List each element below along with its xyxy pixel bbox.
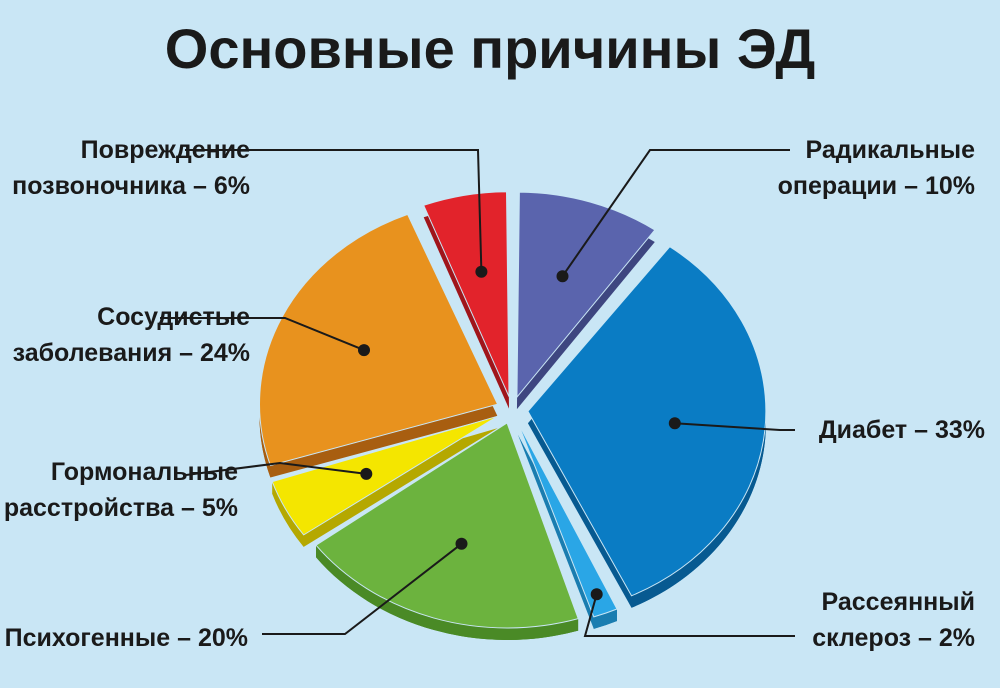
slice-label-line2: расстройства – 5% bbox=[4, 494, 238, 522]
slice-label-line2: заболевания – 24% bbox=[13, 339, 250, 367]
leader-line bbox=[185, 149, 483, 272]
pie-slice bbox=[527, 246, 767, 597]
slice-label-line1: Психогенные – 20% bbox=[5, 624, 248, 652]
leader-line bbox=[160, 317, 365, 352]
slice-label-line1: Диабет – 33% bbox=[819, 416, 985, 444]
leader-line bbox=[674, 422, 795, 431]
leader-line bbox=[185, 461, 367, 476]
slice-label-line1: Гормональные bbox=[51, 458, 238, 486]
slice-label-line1: Рассеянный bbox=[822, 588, 975, 616]
slice-label-line2: позвоночника – 6% bbox=[12, 172, 250, 200]
leader-line bbox=[583, 593, 795, 637]
pie-slice bbox=[517, 422, 618, 618]
slice-label-line2: склероз – 2% bbox=[812, 624, 975, 652]
pie-slice bbox=[315, 422, 579, 629]
leader-line bbox=[561, 149, 790, 277]
chart-title: Основные причины ЭД bbox=[165, 17, 815, 80]
slice-label-line2: операции – 10% bbox=[778, 172, 975, 200]
pie-slice bbox=[516, 191, 656, 399]
leader-line bbox=[262, 543, 463, 635]
pie-slice bbox=[259, 213, 499, 467]
slice-label-line1: Радикальные bbox=[805, 136, 975, 164]
pie-slice bbox=[271, 415, 499, 536]
slice-label-line1: Сосудистые bbox=[97, 303, 250, 331]
slice-label-line1: Повреждение bbox=[81, 136, 250, 164]
pie-slice bbox=[423, 191, 510, 397]
